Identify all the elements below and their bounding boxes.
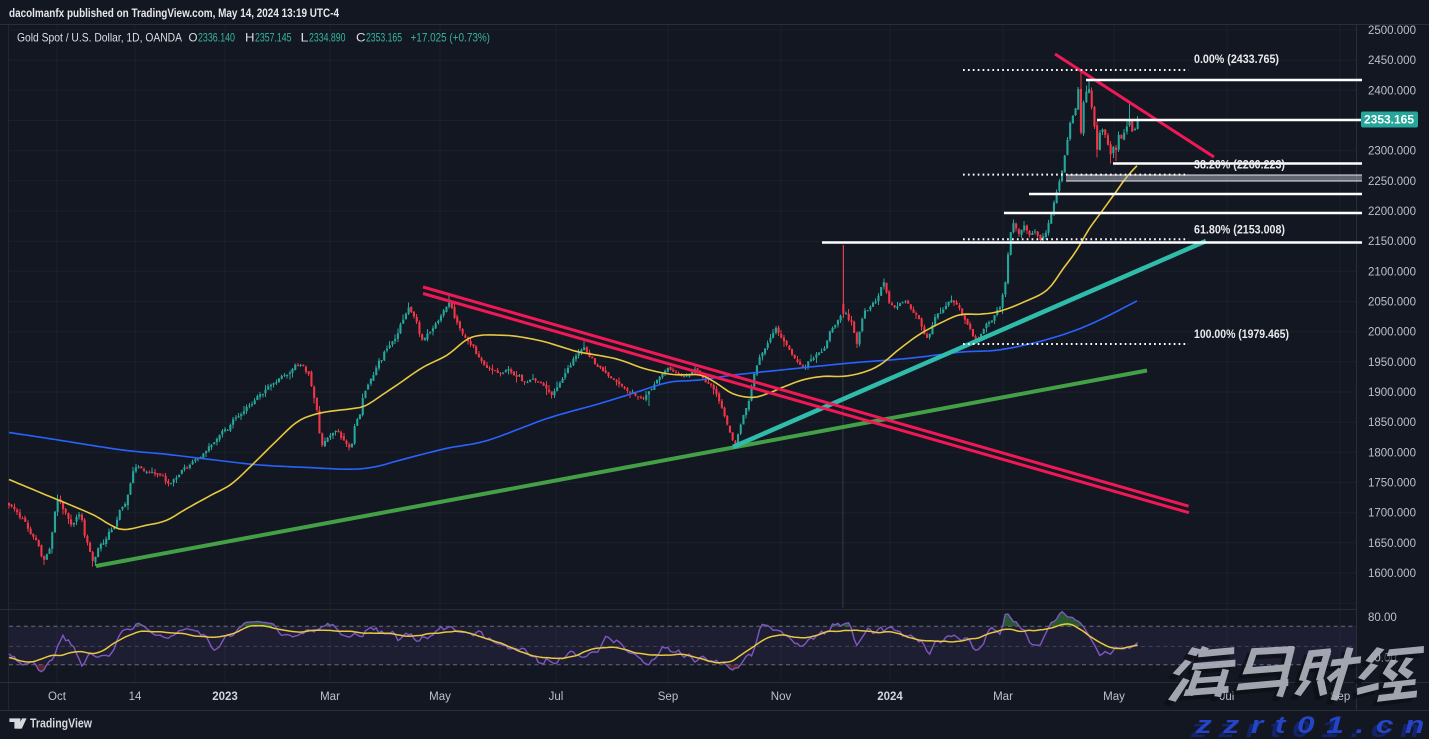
svg-text:+17.025 (+0.73%): +17.025 (+0.73%) — [411, 31, 491, 45]
svg-text:2450.000: 2450.000 — [1368, 55, 1416, 67]
svg-text:80.00: 80.00 — [1368, 612, 1397, 624]
svg-text:May: May — [1103, 691, 1125, 703]
svg-text:1600.000: 1600.000 — [1368, 568, 1416, 580]
svg-text:2200.000: 2200.000 — [1368, 206, 1416, 218]
svg-text:Jul: Jul — [549, 691, 564, 703]
svg-text:2400.000: 2400.000 — [1368, 85, 1416, 97]
svg-text:2000.000: 2000.000 — [1368, 327, 1416, 339]
svg-text:2150.000: 2150.000 — [1368, 236, 1416, 248]
svg-text:2250.000: 2250.000 — [1368, 176, 1416, 188]
svg-text:zzrt01.cn: zzrt01.cn — [1190, 716, 1429, 739]
svg-text:2353.165: 2353.165 — [1364, 113, 1414, 127]
svg-text:1650.000: 1650.000 — [1368, 538, 1416, 550]
svg-text:May: May — [429, 691, 451, 703]
svg-text:Mar: Mar — [993, 691, 1013, 703]
svg-text:zzrt01.cn: zzrt01.cn — [1195, 712, 1429, 739]
svg-text:2500.000: 2500.000 — [1368, 25, 1416, 37]
svg-text:0.00% (2433.765): 0.00% (2433.765) — [1194, 52, 1279, 66]
svg-text:2024: 2024 — [877, 691, 903, 703]
svg-text:1900.000: 1900.000 — [1368, 387, 1416, 399]
svg-text:C: C — [356, 31, 366, 45]
svg-text:TradingView: TradingView — [30, 716, 93, 731]
svg-text:1700.000: 1700.000 — [1368, 508, 1416, 520]
svg-text:Sep: Sep — [658, 691, 678, 703]
svg-text:H: H — [245, 31, 255, 45]
svg-text:2357.145: 2357.145 — [255, 31, 292, 45]
svg-text:38.20% (2260.223): 38.20% (2260.223) — [1194, 158, 1285, 172]
svg-text:dacolmanfx published on Tradin: dacolmanfx published on TradingView.com,… — [9, 6, 339, 20]
svg-text:1950.000: 1950.000 — [1368, 357, 1416, 369]
svg-text:2050.000: 2050.000 — [1368, 297, 1416, 309]
svg-text:O: O — [189, 31, 198, 45]
svg-text:1800.000: 1800.000 — [1368, 447, 1416, 459]
svg-text:Gold Spot / U.S. Dollar, 1D, O: Gold Spot / U.S. Dollar, 1D, OANDA — [17, 31, 182, 45]
svg-text:2023: 2023 — [212, 691, 238, 703]
svg-text:2353.165: 2353.165 — [366, 31, 402, 45]
svg-text:2336.140: 2336.140 — [198, 31, 235, 45]
svg-text:2300.000: 2300.000 — [1368, 146, 1416, 158]
svg-text:L: L — [301, 31, 309, 45]
svg-text:14: 14 — [129, 691, 142, 703]
svg-text:2334.890: 2334.890 — [309, 31, 346, 45]
svg-text:2100.000: 2100.000 — [1368, 266, 1416, 278]
svg-text:Mar: Mar — [320, 691, 340, 703]
svg-text:61.80% (2153.008): 61.80% (2153.008) — [1194, 223, 1285, 237]
svg-text:Oct: Oct — [48, 691, 67, 703]
svg-text:Nov: Nov — [771, 691, 792, 703]
svg-text:1850.000: 1850.000 — [1368, 417, 1416, 429]
svg-text:100.00% (1979.465): 100.00% (1979.465) — [1194, 327, 1289, 341]
svg-text:1750.000: 1750.000 — [1368, 478, 1416, 490]
